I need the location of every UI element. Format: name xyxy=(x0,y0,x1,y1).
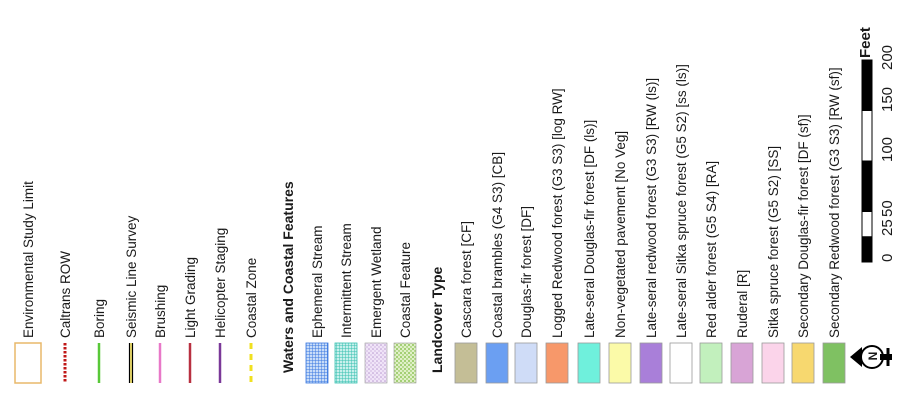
legend-label: Seismic Line Survey xyxy=(124,215,139,338)
legend-label: Landcover Type xyxy=(429,266,445,373)
legend-item-douglas-fir: Douglas-fir forest [DF] xyxy=(514,206,538,384)
north-arrow-head xyxy=(850,347,862,367)
legend-item-sitka-spruce: Sitka spruce forest (G5 S2) [SS] xyxy=(761,146,785,384)
scale-tick-label: 150 xyxy=(879,87,896,112)
legend-swatch xyxy=(730,342,754,384)
legend-swatch xyxy=(514,342,538,384)
legend-swatch xyxy=(334,342,358,384)
legend-label: Late-seral redwood forest (G3 S3) [RW (l… xyxy=(644,78,659,338)
legend-label: Secondary Douglas-fir forest [DF (sf)] xyxy=(796,114,811,338)
legend-item-waters-header: Waters and Coastal Features xyxy=(280,181,296,373)
legend-item-light-grading: Light Grading xyxy=(183,257,198,383)
legend-item-intermittent: Intermittent Stream xyxy=(334,223,358,384)
legend-label: Coastal Zone xyxy=(244,258,259,338)
scale-unit-label: Feet xyxy=(857,27,874,58)
legend-swatch xyxy=(669,342,693,384)
legend-swatch xyxy=(761,342,785,384)
legend-item-secondary-redwood: Secondary Redwood forest (G3 S3) [RW (sf… xyxy=(822,67,846,384)
legend-swatch xyxy=(454,342,478,384)
legend-swatch xyxy=(639,342,663,384)
scale-bar-segment xyxy=(861,211,873,238)
legend-swatch xyxy=(14,342,42,384)
legend-item-boring: Boring xyxy=(92,299,107,383)
legend-label: Waters and Coastal Features xyxy=(280,181,296,373)
legend-item-coastal-zone: Coastal Zone xyxy=(244,258,259,383)
legend-item-ephemeral: Ephemeral Stream xyxy=(305,225,329,384)
legend-swatch xyxy=(393,342,417,384)
legend-swatch xyxy=(305,342,329,384)
legend-label: Douglas-fir forest [DF] xyxy=(519,206,534,338)
scale-tick-label: 100 xyxy=(879,137,896,162)
legend-item-helicopter: Helicopter Staging xyxy=(213,228,228,383)
legend-item-coastal-feature: Coastal Feature xyxy=(393,242,417,384)
legend-label: Ruderal [R] xyxy=(735,270,750,338)
legend-label: Red alder forest (G5 S4) [RA] xyxy=(704,161,719,338)
legend-item-emergent-wetland: Emergent Wetland xyxy=(364,226,388,384)
legend-label: Cascara forest [CF] xyxy=(459,221,474,338)
scale-tick-label: 50 xyxy=(879,200,896,217)
legend-item-brushing: Brushing xyxy=(153,285,168,383)
scale-tick-label: 25 xyxy=(879,219,896,236)
legend-label: Caltrans ROW xyxy=(58,251,73,338)
legend-item-late-seral-redwood: Late-seral redwood forest (G3 S3) [RW (l… xyxy=(639,78,663,384)
legend-label: Light Grading xyxy=(183,257,198,338)
legend-swatch xyxy=(822,342,846,384)
scale-tick-label: 200 xyxy=(879,45,896,70)
legend-item-late-seral-sitka: Late-seral Sitka spruce forest (G5 S2) [… xyxy=(669,64,693,384)
legend-item-non-vegetated: Non-vegetated pavement [No Veg] xyxy=(608,131,632,384)
legend-label: Environmental Study Limit xyxy=(21,181,36,338)
legend-item-seismic: Seismic Line Survey xyxy=(124,215,139,383)
scale-bar-segment xyxy=(861,160,873,212)
legend-swatch xyxy=(608,342,632,384)
legend-swatch xyxy=(699,342,723,384)
legend-item-red-alder: Red alder forest (G5 S4) [RA] xyxy=(699,161,723,384)
legend-label: Non-vegetated pavement [No Veg] xyxy=(613,131,628,338)
legend-label: Ephemeral Stream xyxy=(310,225,325,338)
legend-label: Coastal brambles (G4 S3) [CB] xyxy=(490,152,505,338)
scale-tick-label: 0 xyxy=(879,254,896,262)
legend-label: Late-seral Sitka spruce forest (G5 S2) [… xyxy=(674,64,689,338)
legend-item-coastal-brambles: Coastal brambles (G4 S3) [CB] xyxy=(485,152,509,384)
north-arrow: N xyxy=(850,345,892,369)
legend-item-cascara: Cascara forest [CF] xyxy=(454,221,478,384)
scale-bar-segment xyxy=(861,110,873,162)
legend-swatch xyxy=(128,343,134,383)
legend-item-late-seral-df: Late-seral Douglas-fir forest [DF (ls)] xyxy=(577,120,601,384)
scale-bar-segment xyxy=(861,236,873,263)
legend-item-logged-redwood: Logged Redwood forest (G3 S3) [log RW] xyxy=(545,88,569,384)
legend-item-caltrans-row: Caltrans ROW xyxy=(58,251,73,383)
legend-swatch xyxy=(545,342,569,384)
legend-label: Secondary Redwood forest (G3 S3) [RW (sf… xyxy=(827,67,842,338)
legend-label: Intermittent Stream xyxy=(339,223,354,338)
legend-label: Emergent Wetland xyxy=(369,226,384,338)
legend-swatch xyxy=(485,342,509,384)
legend-swatch xyxy=(364,342,388,384)
legend-label: Helicopter Staging xyxy=(213,228,228,338)
scale-bar: 0 25 50 100 150 200 Feet xyxy=(857,27,896,263)
legend-item-study-limit: Environmental Study Limit xyxy=(14,181,42,384)
scale-bar-segment xyxy=(861,59,873,111)
legend-swatch xyxy=(791,342,815,384)
legend-item-ruderal: Ruderal [R] xyxy=(730,270,754,384)
legend-label: Coastal Feature xyxy=(398,242,413,338)
legend-label: Brushing xyxy=(153,285,168,338)
legend-item-secondary-df: Secondary Douglas-fir forest [DF (sf)] xyxy=(791,114,815,384)
legend-label: Sitka spruce forest (G5 S2) [SS] xyxy=(766,146,781,338)
legend-label: Logged Redwood forest (G3 S3) [log RW] xyxy=(550,88,565,338)
legend-label: Late-seral Douglas-fir forest [DF (ls)] xyxy=(582,120,597,338)
north-arrow-letter: N xyxy=(866,352,880,361)
legend-item-landcover-header: Landcover Type xyxy=(429,266,445,373)
legend-swatch xyxy=(577,342,601,384)
legend-label: Boring xyxy=(92,299,107,338)
